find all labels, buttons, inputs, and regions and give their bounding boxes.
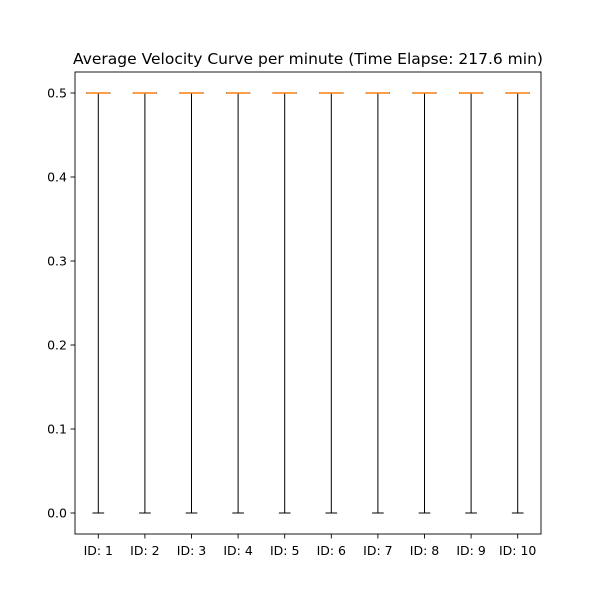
x-tick-label: ID: 7 [363, 543, 392, 558]
chart-title: Average Velocity Curve per minute (Time … [73, 50, 543, 68]
x-tick-label: ID: 5 [270, 543, 299, 558]
x-tick-label: ID: 8 [410, 543, 439, 558]
axes-frame [74, 71, 542, 535]
y-tick-label: 0.1 [47, 422, 67, 437]
x-tick-label: ID: 6 [317, 543, 346, 558]
y-tick-label: 0.3 [47, 254, 67, 269]
x-tick-label: ID: 1 [84, 543, 113, 558]
x-tick-label: ID: 10 [499, 543, 536, 558]
x-tick-label: ID: 9 [456, 543, 485, 558]
y-tick-label: 0.5 [47, 86, 67, 101]
plot-area: 0.0 0.1 0.2 0.3 0.4 0.5 ID: 1 ID: 2 ID: 3 ID: 4 ID… [47, 71, 542, 558]
x-tick-label: ID: 2 [130, 543, 159, 558]
x-tick-label: ID: 3 [177, 543, 206, 558]
y-tick-label: 0.2 [47, 338, 67, 353]
y-tick-label: 0.0 [47, 506, 67, 521]
x-tick-label: ID: 4 [223, 543, 252, 558]
y-tick-label: 0.4 [47, 170, 67, 185]
